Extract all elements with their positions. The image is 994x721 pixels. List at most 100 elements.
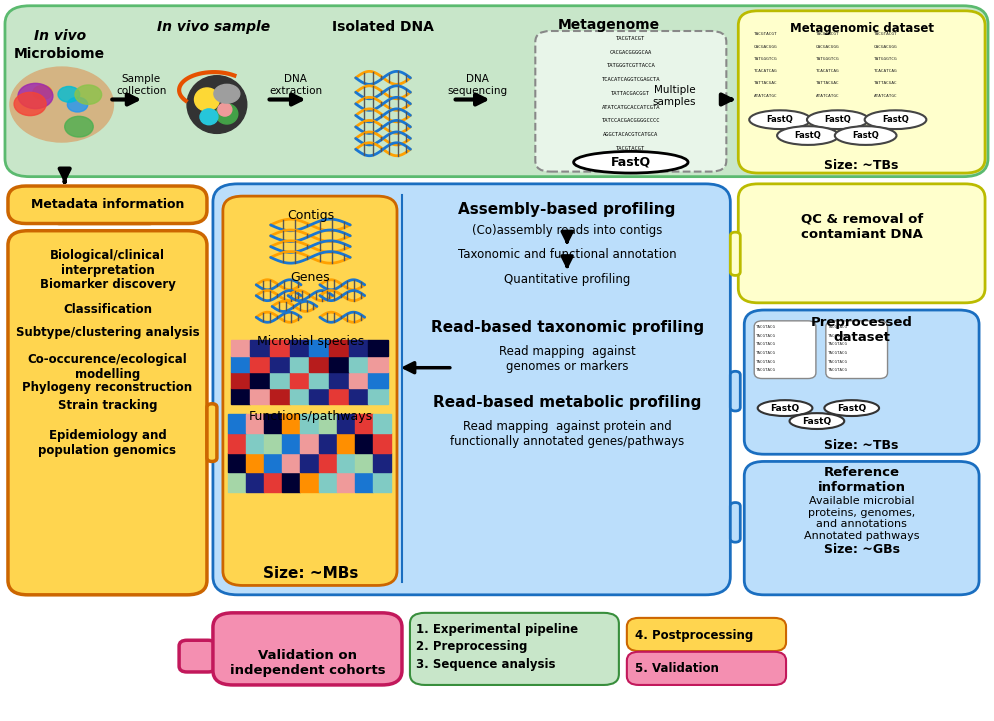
Bar bbox=[300, 414, 318, 433]
Text: ATATCATGC: ATATCATGC bbox=[873, 94, 897, 98]
Bar bbox=[336, 472, 355, 492]
Ellipse shape bbox=[187, 76, 247, 133]
Text: FastQ: FastQ bbox=[801, 417, 831, 425]
Text: CACGACGGG: CACGACGGG bbox=[873, 45, 897, 49]
Bar bbox=[228, 414, 246, 433]
Ellipse shape bbox=[216, 104, 238, 124]
Bar bbox=[282, 453, 300, 472]
Bar bbox=[309, 372, 329, 388]
Ellipse shape bbox=[789, 413, 843, 429]
Text: TATGGGTCG: TATGGGTCG bbox=[815, 57, 839, 61]
Text: TACGTACGT: TACGTACGT bbox=[615, 36, 645, 41]
Text: CACGACGGG: CACGACGGG bbox=[753, 45, 777, 49]
Circle shape bbox=[18, 84, 53, 109]
FancyBboxPatch shape bbox=[744, 310, 978, 454]
Text: In vivo: In vivo bbox=[34, 29, 85, 43]
Bar bbox=[270, 356, 289, 372]
Text: QC & removal of
contamiant DNA: QC & removal of contamiant DNA bbox=[800, 213, 921, 241]
Text: FastQ: FastQ bbox=[852, 131, 878, 140]
Bar bbox=[309, 388, 329, 404]
Text: Read mapping  against
genomes or markers: Read mapping against genomes or markers bbox=[498, 345, 635, 373]
Text: Contigs: Contigs bbox=[286, 209, 334, 222]
Circle shape bbox=[75, 85, 101, 105]
Text: Validation on
independent cohorts: Validation on independent cohorts bbox=[230, 649, 385, 677]
Text: Metagenomic dataset: Metagenomic dataset bbox=[789, 22, 932, 35]
Text: ATATCATGC: ATATCATGC bbox=[753, 94, 777, 98]
Text: Quantitative profiling: Quantitative profiling bbox=[503, 273, 630, 286]
Text: Biomarker discovery: Biomarker discovery bbox=[40, 278, 175, 291]
Text: TCACATCAGGTCGAGCTA: TCACATCAGGTCGAGCTA bbox=[601, 77, 659, 82]
Circle shape bbox=[58, 87, 80, 102]
Text: FastQ: FastQ bbox=[769, 404, 799, 412]
Bar bbox=[228, 453, 246, 472]
Bar bbox=[289, 372, 309, 388]
Text: Microbial species: Microbial species bbox=[256, 335, 364, 348]
Bar bbox=[336, 414, 355, 433]
Bar bbox=[282, 472, 300, 492]
Text: TACGTACG: TACGTACG bbox=[827, 360, 847, 364]
Text: TACGTACG: TACGTACG bbox=[827, 334, 847, 338]
Bar bbox=[355, 414, 373, 433]
Text: TACGTACG: TACGTACG bbox=[755, 360, 775, 364]
Bar bbox=[270, 340, 289, 356]
Bar bbox=[318, 453, 336, 472]
Text: TACGTACG: TACGTACG bbox=[755, 342, 775, 347]
Text: Co-occurence/ecological
modelling: Co-occurence/ecological modelling bbox=[28, 353, 187, 381]
Bar bbox=[231, 388, 250, 404]
Text: TATTACGAC: TATTACGAC bbox=[873, 81, 897, 86]
Text: FastQ: FastQ bbox=[610, 156, 650, 169]
Text: AGGCTACACGTCATGCA: AGGCTACACGTCATGCA bbox=[602, 132, 658, 137]
FancyBboxPatch shape bbox=[738, 184, 984, 303]
Text: Genes: Genes bbox=[290, 271, 330, 284]
Text: Read-based taxonomic profiling: Read-based taxonomic profiling bbox=[430, 320, 703, 335]
Text: Multiple
samples: Multiple samples bbox=[652, 85, 696, 107]
FancyBboxPatch shape bbox=[730, 503, 740, 542]
Text: 1. Experimental pipeline: 1. Experimental pipeline bbox=[415, 623, 578, 636]
Ellipse shape bbox=[864, 110, 925, 129]
Ellipse shape bbox=[757, 400, 812, 416]
Text: TACGTACGT: TACGTACGT bbox=[815, 32, 839, 37]
Circle shape bbox=[68, 97, 87, 112]
Text: (Co)assembly reads into contigs: (Co)assembly reads into contigs bbox=[471, 224, 662, 236]
Circle shape bbox=[10, 67, 113, 142]
FancyBboxPatch shape bbox=[8, 186, 207, 224]
Text: CACGACGGGGCAA: CACGACGGGGCAA bbox=[609, 50, 651, 55]
Bar bbox=[246, 433, 263, 453]
Ellipse shape bbox=[823, 400, 879, 416]
Text: TATTACGAC: TATTACGAC bbox=[753, 81, 777, 86]
FancyBboxPatch shape bbox=[55, 209, 154, 224]
Ellipse shape bbox=[218, 103, 232, 116]
Bar bbox=[329, 356, 348, 372]
Text: 4. Postprocessing: 4. Postprocessing bbox=[634, 629, 752, 642]
Bar bbox=[300, 472, 318, 492]
Bar bbox=[373, 414, 391, 433]
Text: Strain tracking: Strain tracking bbox=[58, 399, 157, 412]
Text: Metagenome: Metagenome bbox=[558, 18, 659, 32]
Bar bbox=[289, 356, 309, 372]
Bar bbox=[231, 372, 250, 388]
Bar bbox=[231, 340, 250, 356]
Text: FastQ: FastQ bbox=[794, 131, 820, 140]
Text: Biological/clinical
interpretation: Biological/clinical interpretation bbox=[50, 249, 165, 277]
Bar bbox=[270, 372, 289, 388]
Bar bbox=[300, 433, 318, 453]
Bar bbox=[368, 372, 388, 388]
Text: Size: ~GBs: Size: ~GBs bbox=[823, 543, 899, 556]
Text: Assembly-based profiling: Assembly-based profiling bbox=[458, 202, 675, 217]
Bar bbox=[349, 372, 368, 388]
Bar bbox=[282, 433, 300, 453]
Bar bbox=[289, 388, 309, 404]
Bar bbox=[263, 414, 282, 433]
Circle shape bbox=[65, 116, 93, 137]
FancyBboxPatch shape bbox=[8, 231, 207, 595]
Bar bbox=[250, 356, 270, 372]
FancyBboxPatch shape bbox=[730, 232, 740, 275]
Text: TATTACGACGGT: TATTACGACGGT bbox=[610, 91, 650, 96]
Bar bbox=[250, 372, 270, 388]
Text: TACGTACG: TACGTACG bbox=[827, 325, 847, 329]
Bar bbox=[270, 388, 289, 404]
Text: 2. Preprocessing: 2. Preprocessing bbox=[415, 640, 527, 653]
FancyBboxPatch shape bbox=[5, 6, 987, 177]
Text: TATTACGAC: TATTACGAC bbox=[815, 81, 839, 86]
Bar bbox=[263, 453, 282, 472]
